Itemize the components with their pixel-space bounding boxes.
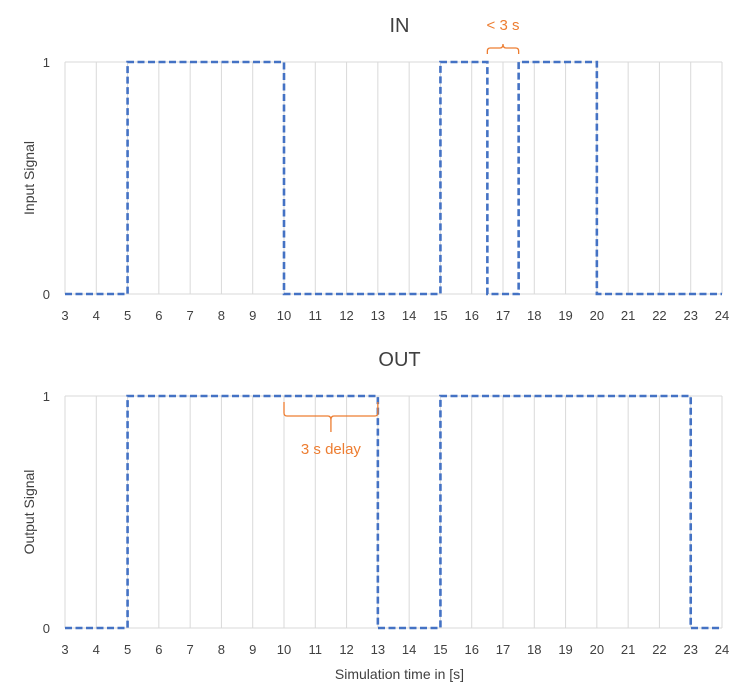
x-tick-label: 20	[590, 642, 604, 657]
signal-line	[65, 60, 722, 296]
x-tick-label: 4	[93, 308, 100, 323]
chart-title: IN	[390, 15, 410, 37]
annotation-brace	[283, 402, 379, 432]
x-tick-label: 11	[309, 308, 323, 323]
x-tick-label: 3	[61, 308, 68, 323]
x-tick-label: 9	[249, 642, 256, 657]
x-tick-label: 8	[218, 642, 225, 657]
x-tick-label: 6	[155, 308, 162, 323]
x-tick-label: 13	[371, 308, 385, 323]
x-tick-label: 24	[715, 308, 729, 323]
x-tick-label: 24	[715, 642, 729, 657]
x-tick-label: 11	[309, 642, 323, 657]
x-tick-label: 5	[124, 308, 131, 323]
x-tick-label: 18	[527, 308, 541, 323]
signal-line	[65, 394, 722, 630]
x-tick-label: 7	[187, 308, 194, 323]
x-tick-label: 12	[339, 642, 353, 657]
annotation-brace	[486, 43, 520, 54]
y-axis-label: Input Signal	[21, 141, 37, 215]
x-tick-label: 22	[652, 642, 666, 657]
x-tick-label: 10	[277, 308, 291, 323]
x-tick-label: 13	[371, 642, 385, 657]
x-axis-label: Simulation time in [s]	[335, 666, 464, 682]
y-tick-label: 1	[43, 55, 50, 70]
x-tick-label: 3	[61, 642, 68, 657]
x-tick-label: 18	[527, 642, 541, 657]
y-tick-label: 0	[43, 621, 50, 636]
x-tick-label: 15	[433, 642, 447, 657]
x-tick-label: 14	[402, 642, 416, 657]
x-tick-label: 12	[339, 308, 353, 323]
x-tick-label: 19	[558, 642, 572, 657]
x-tick-label: 7	[187, 642, 194, 657]
chart-title: OUT	[378, 349, 420, 371]
annotation-label: < 3 s	[487, 17, 520, 34]
x-tick-label: 6	[155, 642, 162, 657]
annotation-label: 3 s delay	[301, 441, 362, 458]
x-tick-label: 9	[249, 308, 256, 323]
y-tick-label: 0	[43, 287, 50, 302]
x-tick-label: 17	[496, 642, 510, 657]
x-tick-label: 4	[93, 642, 100, 657]
x-tick-label: 16	[464, 642, 478, 657]
x-tick-label: 23	[683, 308, 697, 323]
x-tick-label: 23	[683, 642, 697, 657]
y-axis-label: Output Signal	[21, 470, 37, 555]
x-tick-label: 22	[652, 308, 666, 323]
x-tick-label: 21	[621, 308, 635, 323]
x-tick-label: 16	[464, 308, 478, 323]
x-tick-label: 14	[402, 308, 416, 323]
x-tick-label: 5	[124, 642, 131, 657]
x-tick-label: 20	[590, 308, 604, 323]
x-tick-label: 17	[496, 308, 510, 323]
x-tick-label: 15	[433, 308, 447, 323]
y-tick-label: 1	[43, 389, 50, 404]
x-tick-label: 10	[277, 642, 291, 657]
chart-panel-in: IN 3 4 5 6 7 8 9 10 11 12 13 14 15 16 17 18 19 20 21 22 23 24 0…	[21, 15, 729, 323]
x-tick-label: 8	[218, 308, 225, 323]
x-tick-label: 19	[558, 308, 572, 323]
x-tick-label: 21	[621, 642, 635, 657]
